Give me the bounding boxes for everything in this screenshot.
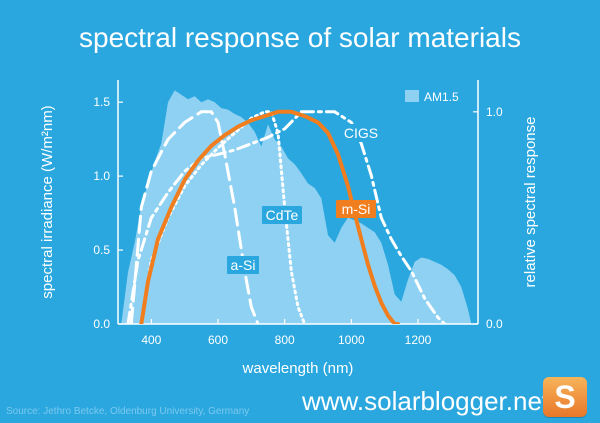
- right-tick-label: 1.0: [486, 105, 503, 119]
- y-axis-right-label: relative spectral response: [522, 117, 539, 288]
- source-credit: Source: Jethro Betcke, Oldenburg Univers…: [6, 406, 250, 417]
- series-label-msi-box: [336, 200, 376, 218]
- x-tick-label: 400: [141, 333, 161, 347]
- right-tick-label: 0.0: [486, 317, 503, 331]
- series-cigs-line: [126, 110, 447, 324]
- series-label-asi: a-Si: [231, 257, 256, 273]
- left-tick-label: 1.5: [93, 95, 110, 109]
- series-label-cdte-box: [262, 206, 302, 224]
- series-cdte-line: [139, 110, 307, 324]
- legend-label: AM1.5: [424, 90, 459, 104]
- series-label-cigs-box: [341, 124, 381, 142]
- series-m-si-line: [139, 109, 400, 324]
- series-label-asi-box: [227, 256, 259, 274]
- x-tick-label: 1200: [405, 333, 432, 347]
- series-label-cigs: CIGS: [344, 125, 378, 141]
- y-axis-left-label: spectral irradiance (W/m²nm): [39, 105, 56, 298]
- series-label-cdte: CdTe: [266, 207, 299, 223]
- x-tick-label: 1000: [338, 333, 365, 347]
- left-tick-label: 0.0: [93, 317, 110, 331]
- legend-swatch: [405, 90, 419, 102]
- left-tick-label: 0.5: [93, 243, 110, 257]
- page-title: spectral response of solar materials: [79, 22, 521, 53]
- solarblogger-logo-icon[interactable]: S: [543, 377, 587, 417]
- x-tick-label: 800: [275, 333, 295, 347]
- site-url[interactable]: www.solarblogger.net: [302, 386, 550, 416]
- x-axis-label: wavelength (nm): [242, 360, 354, 377]
- left-tick-label: 1.0: [93, 169, 110, 183]
- x-tick-label: 600: [208, 333, 228, 347]
- series-label-msi: m-Si: [342, 201, 371, 217]
